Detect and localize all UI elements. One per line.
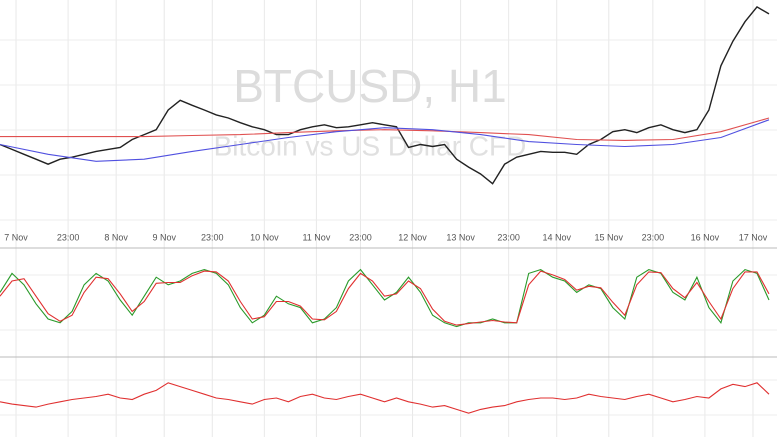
grid bbox=[15, 0, 754, 437]
series-line bbox=[0, 382, 770, 414]
x-tick-label: 23:00 bbox=[497, 232, 520, 242]
x-tick-label: 10 Nov bbox=[250, 232, 279, 242]
x-tick-label: 15 Nov bbox=[595, 232, 624, 242]
x-tick-label: 14 Nov bbox=[542, 232, 571, 242]
x-tick-label: 11 Nov bbox=[302, 232, 330, 242]
x-tick-label: 9 Nov bbox=[152, 232, 176, 242]
series-line bbox=[0, 119, 770, 162]
x-tick-label: 16 Nov bbox=[691, 232, 720, 242]
series-line bbox=[0, 270, 770, 326]
x-tick-label: 12 Nov bbox=[398, 232, 427, 242]
x-tick-label: 23:00 bbox=[349, 232, 372, 242]
watermark-subtitle: Bitcoin vs US Dollar CFD bbox=[214, 130, 527, 161]
x-tick-label: 17 Nov bbox=[739, 232, 768, 242]
series-line bbox=[0, 268, 770, 328]
series-line bbox=[0, 5, 770, 185]
plots bbox=[0, 5, 770, 414]
x-tick-label: 23:00 bbox=[57, 232, 80, 242]
x-tick-label: 23:00 bbox=[201, 232, 224, 242]
x-tick-label: 7 Nov bbox=[4, 232, 28, 242]
horizontal-grid bbox=[0, 39, 777, 416]
watermark-title: BTCUSD, H1 bbox=[233, 60, 506, 112]
x-tick-label: 23:00 bbox=[642, 232, 665, 242]
series-line bbox=[0, 117, 770, 141]
x-tick-label: 13 Nov bbox=[446, 232, 475, 242]
x-tick-label: 8 Nov bbox=[104, 232, 128, 242]
